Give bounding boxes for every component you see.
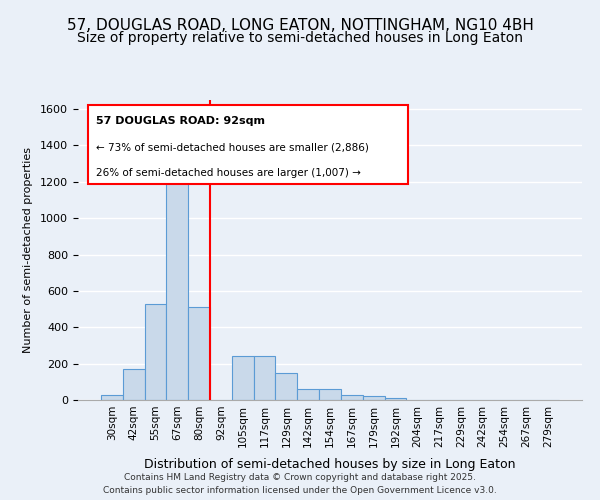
Text: Contains HM Land Registry data © Crown copyright and database right 2025.
Contai: Contains HM Land Registry data © Crown c…: [103, 473, 497, 495]
Y-axis label: Number of semi-detached properties: Number of semi-detached properties: [23, 147, 33, 353]
Bar: [341, 394, 363, 400]
Bar: [145, 304, 166, 400]
Text: ← 73% of semi-detached houses are smaller (2,886): ← 73% of semi-detached houses are smalle…: [95, 142, 368, 152]
Text: Size of property relative to semi-detached houses in Long Eaton: Size of property relative to semi-detach…: [77, 31, 523, 45]
Text: 26% of semi-detached houses are larger (1,007) →: 26% of semi-detached houses are larger (…: [95, 168, 361, 177]
Bar: [385, 398, 406, 400]
Bar: [123, 369, 145, 400]
Bar: [254, 356, 275, 400]
Bar: [101, 394, 123, 400]
Bar: [232, 356, 254, 400]
Bar: [297, 389, 319, 400]
Bar: [275, 372, 297, 400]
Bar: [166, 182, 188, 400]
Text: 57 DOUGLAS ROAD: 92sqm: 57 DOUGLAS ROAD: 92sqm: [95, 116, 265, 126]
Bar: [363, 396, 385, 400]
Text: 57, DOUGLAS ROAD, LONG EATON, NOTTINGHAM, NG10 4BH: 57, DOUGLAS ROAD, LONG EATON, NOTTINGHAM…: [67, 18, 533, 32]
X-axis label: Distribution of semi-detached houses by size in Long Eaton: Distribution of semi-detached houses by …: [144, 458, 516, 471]
Bar: [319, 389, 341, 400]
FancyBboxPatch shape: [88, 104, 408, 184]
Bar: [188, 308, 210, 400]
